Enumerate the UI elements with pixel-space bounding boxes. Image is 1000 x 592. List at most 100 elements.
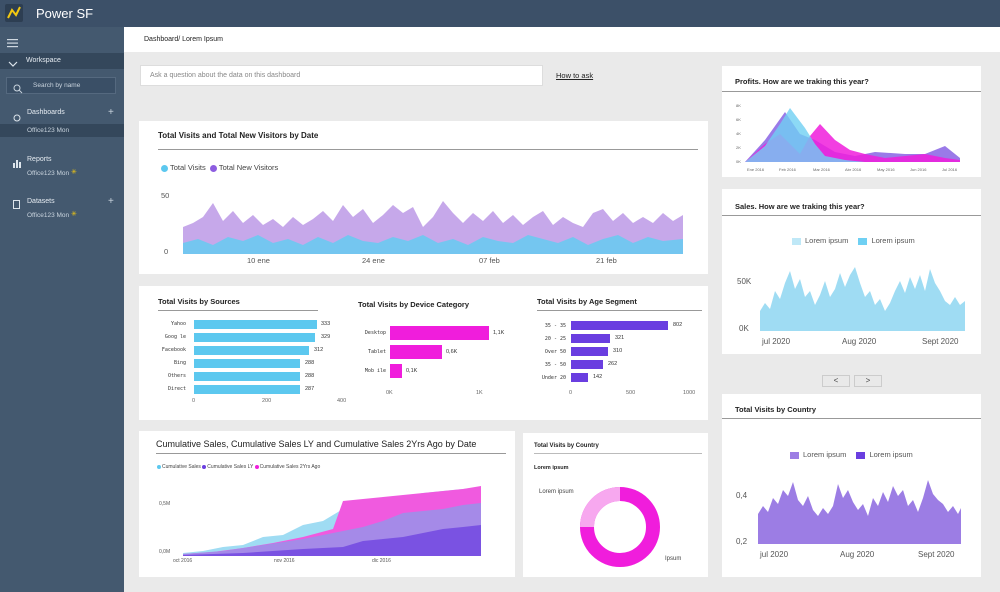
x-tick: nov 2016 xyxy=(274,558,295,564)
x-tick: 200 xyxy=(262,398,272,404)
panel-title: Total Visits and Total New Visitors by D… xyxy=(158,131,319,140)
device-title: Total Visits by Device Category xyxy=(358,300,470,309)
legend-item: Lorem ipsum xyxy=(856,450,913,459)
legend-label: Lorem ipsum xyxy=(805,236,849,245)
donut-chart xyxy=(580,487,660,567)
age-bar[interactable] xyxy=(571,334,610,343)
star-icon: ✳ xyxy=(71,169,77,176)
profits-panel[interactable]: Profits. How are we traking this year? 8… xyxy=(722,66,981,177)
bar-value: 0,1K xyxy=(406,368,418,374)
x-tick: Aug 2020 xyxy=(840,550,875,559)
add-dashboard-icon[interactable]: + xyxy=(108,107,114,118)
chart-legend: Lorem ipsum Lorem ipsum xyxy=(790,450,913,459)
hamburger-menu-icon[interactable] xyxy=(7,35,19,48)
bar-label: 35 - 50 xyxy=(544,362,566,368)
legend-label: Cumulative Sales LY xyxy=(207,464,254,470)
age-bar[interactable] xyxy=(571,360,603,369)
bar-label: Yahoo xyxy=(170,321,186,327)
sidebar-item-datasets[interactable]: Datasets + xyxy=(0,195,124,209)
divider xyxy=(722,418,981,419)
x-tick: oct 2016 xyxy=(173,558,193,564)
bar-label: Facebook xyxy=(161,347,186,353)
workspace-row[interactable]: Workspace xyxy=(0,53,124,69)
bar-label: Over 50 xyxy=(544,349,566,355)
legend-label: Lorem ipsum xyxy=(869,450,913,459)
sidebar-subitem-report[interactable]: Office123 Mon ✳ xyxy=(0,168,124,180)
bar-label: Mob ile xyxy=(364,368,386,374)
sidebar-subitem-dashboard[interactable]: Office123 Mon xyxy=(0,124,124,137)
breadcrumb[interactable]: Dashboard/ Lorem Ipsum xyxy=(144,36,223,43)
divider xyxy=(158,149,698,150)
x-tick: Feb 2016 xyxy=(779,167,796,172)
sidebar-item-dashboards[interactable]: Dashboards + xyxy=(0,106,124,122)
bar-value: 802 xyxy=(673,322,683,328)
sidebar-item-reports[interactable]: Reports xyxy=(0,153,124,168)
bar-value: 329 xyxy=(321,334,331,340)
top-bar: Power SF xyxy=(0,0,1000,27)
y-tick: 0K xyxy=(736,159,741,164)
country-donut-panel[interactable]: Total Visits by Country Lorem ipsum Lore… xyxy=(523,433,708,577)
bar-value: 142 xyxy=(593,374,603,380)
next-page-button[interactable]: > xyxy=(854,375,882,387)
x-tick: Aug 2020 xyxy=(842,337,877,346)
legend-item: Cumulative Sales LY xyxy=(202,464,253,470)
add-dataset-icon[interactable]: + xyxy=(108,196,114,207)
y-tick: 0,5M xyxy=(159,501,171,507)
sidebar-subitem-dataset[interactable]: Office123 Mon ✳ xyxy=(0,210,124,222)
sources-bar[interactable] xyxy=(194,320,317,329)
bar-label: 20 - 25 xyxy=(544,336,566,342)
sources-bar[interactable] xyxy=(194,359,300,368)
sources-bar[interactable] xyxy=(194,333,315,342)
search-icon xyxy=(13,81,23,94)
prev-page-button[interactable]: < xyxy=(822,375,850,387)
device-bar[interactable] xyxy=(390,364,402,378)
legend-label: Cumulative Sales xyxy=(162,464,201,470)
bar-label: Tablet xyxy=(367,349,386,355)
sources-bar[interactable] xyxy=(194,385,300,394)
panel-title: Total Visits by Country xyxy=(534,443,599,449)
document-icon xyxy=(13,197,21,209)
legend-label: Total New Visitors xyxy=(218,163,279,172)
bar-value: 333 xyxy=(321,321,331,327)
y-tick: 2K xyxy=(736,145,741,150)
how-to-ask-link[interactable]: How to ask xyxy=(556,71,594,80)
donut-label: Ipsum xyxy=(665,556,682,562)
cumulative-sales-panel[interactable]: Cumulative Sales, Cumulative Sales LY an… xyxy=(139,431,515,577)
age-bar[interactable] xyxy=(571,321,668,330)
x-tick: Mar 2016 xyxy=(813,167,830,172)
legend-item: Cumulative Sales xyxy=(157,464,201,470)
sources-bar[interactable] xyxy=(194,346,309,355)
age-bar[interactable] xyxy=(571,347,608,356)
y-tick: 0K xyxy=(739,324,749,333)
qa-placeholder: Ask a question about the data on this da… xyxy=(150,72,301,79)
age-bar[interactable] xyxy=(571,373,588,382)
legend-label: Lorem ipsum xyxy=(871,236,915,245)
x-tick: 0 xyxy=(192,398,196,404)
sidebar-search-input[interactable]: Search by name xyxy=(6,77,116,94)
bar-value: 310 xyxy=(613,348,623,354)
profits-area-chart xyxy=(745,108,960,162)
device-bar[interactable] xyxy=(390,326,489,340)
country-panel[interactable]: Total Visits by Country Lorem ipsum Lore… xyxy=(722,394,981,577)
qa-input[interactable]: Ask a question about the data on this da… xyxy=(140,65,543,86)
x-tick: 1000 xyxy=(683,390,696,396)
x-tick: Sept 2020 xyxy=(922,337,959,346)
bar-value: 288 xyxy=(305,373,315,379)
divider xyxy=(722,91,981,92)
x-tick: 21 feb xyxy=(596,256,617,265)
sources-bar[interactable] xyxy=(194,372,300,381)
device-bar[interactable] xyxy=(390,345,442,359)
y-tick: 0,4 xyxy=(736,491,748,500)
legend-item: Lorem ipsum xyxy=(790,450,846,459)
bar-label: Goog le xyxy=(164,334,186,340)
divider xyxy=(534,453,702,454)
sales-panel[interactable]: Sales. How are we traking this year? Lor… xyxy=(722,189,981,354)
visits-by-date-panel[interactable]: Total Visits and Total New Visitors by D… xyxy=(139,121,708,274)
sources-title: Total Visits by Sources xyxy=(158,297,240,306)
dashboard-icon xyxy=(13,109,21,122)
panel-title: Profits. How are we traking this year? xyxy=(735,77,869,86)
y-tick: 50 xyxy=(161,191,170,200)
sidebar xyxy=(0,27,124,592)
sidebar-subitem-label: Office123 Mon xyxy=(27,212,70,219)
y-tick: 4K xyxy=(736,131,741,136)
